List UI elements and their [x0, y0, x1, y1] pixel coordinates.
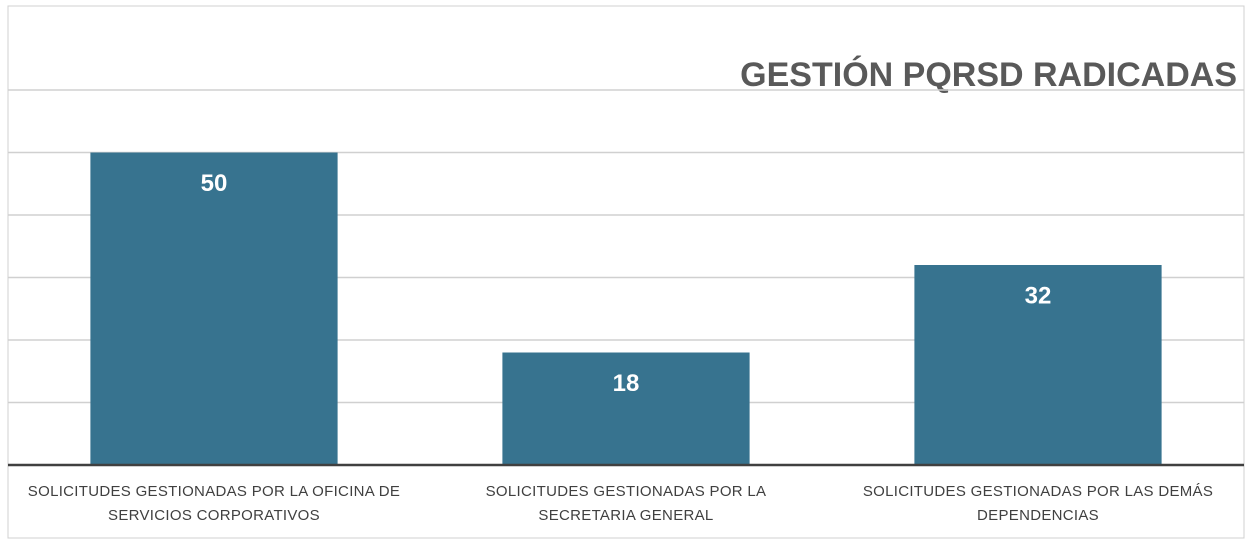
data-label: 18 — [613, 370, 640, 397]
chart-border — [7, 5, 1245, 539]
chart-title: GESTIÓN PQRSD RADICADAS — [740, 56, 1237, 94]
bar — [502, 352, 750, 465]
x-tick-label: SOLICITUDES GESTIONADAS POR LA SECRETARI… — [485, 483, 767, 524]
x-tick-label: SOLICITUDES GESTIONADAS POR LAS DEMÁS DE… — [862, 483, 1214, 524]
data-label: 32 — [1025, 282, 1052, 309]
data-label: 50 — [201, 170, 228, 197]
x-tick-label: SOLICITUDES GESTIONADAS POR LA OFICINA D… — [27, 483, 401, 524]
bar — [914, 265, 1162, 465]
bar — [90, 152, 338, 465]
